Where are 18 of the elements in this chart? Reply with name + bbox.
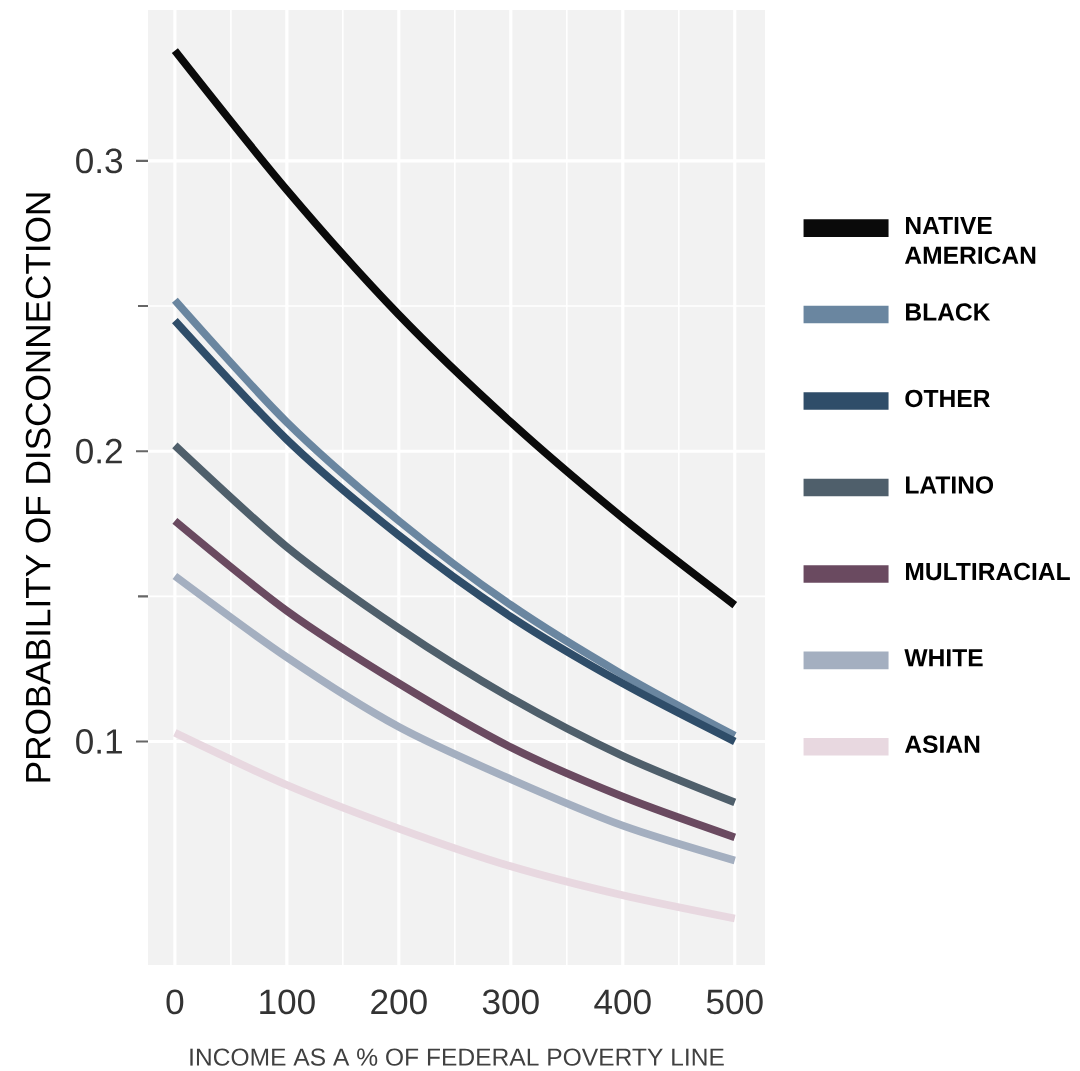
legend-label: MULTIRACIAL <box>906 562 1070 581</box>
x-axis-title: INCOME AS A % OF FEDERAL POVERTY LINE <box>190 1048 724 1066</box>
legend-label: ASIAN <box>904 735 980 753</box>
x-tick-label: 100 <box>260 989 315 1015</box>
y-tick-label: 0.2 <box>76 438 122 464</box>
legend-label: NATIVE AMERICAN <box>904 217 1036 265</box>
y-axis-title: PROBABILITY OF DISCONNECTION <box>25 193 51 782</box>
legend-label: BLACK <box>906 303 991 321</box>
y-tick-label: 0.1 <box>76 729 122 754</box>
legend-label: WHITE <box>904 649 983 667</box>
x-tick-label: 0 <box>166 989 184 1015</box>
legend-label: OTHER <box>905 389 990 408</box>
x-tick-label: 200 <box>371 989 427 1015</box>
x-tick-label: 400 <box>594 989 651 1015</box>
x-tick-label: 300 <box>482 989 539 1015</box>
y-tick-label: 0.3 <box>76 148 123 174</box>
legend-label: LATINO <box>906 476 994 494</box>
x-tick-label: 500 <box>706 989 763 1015</box>
